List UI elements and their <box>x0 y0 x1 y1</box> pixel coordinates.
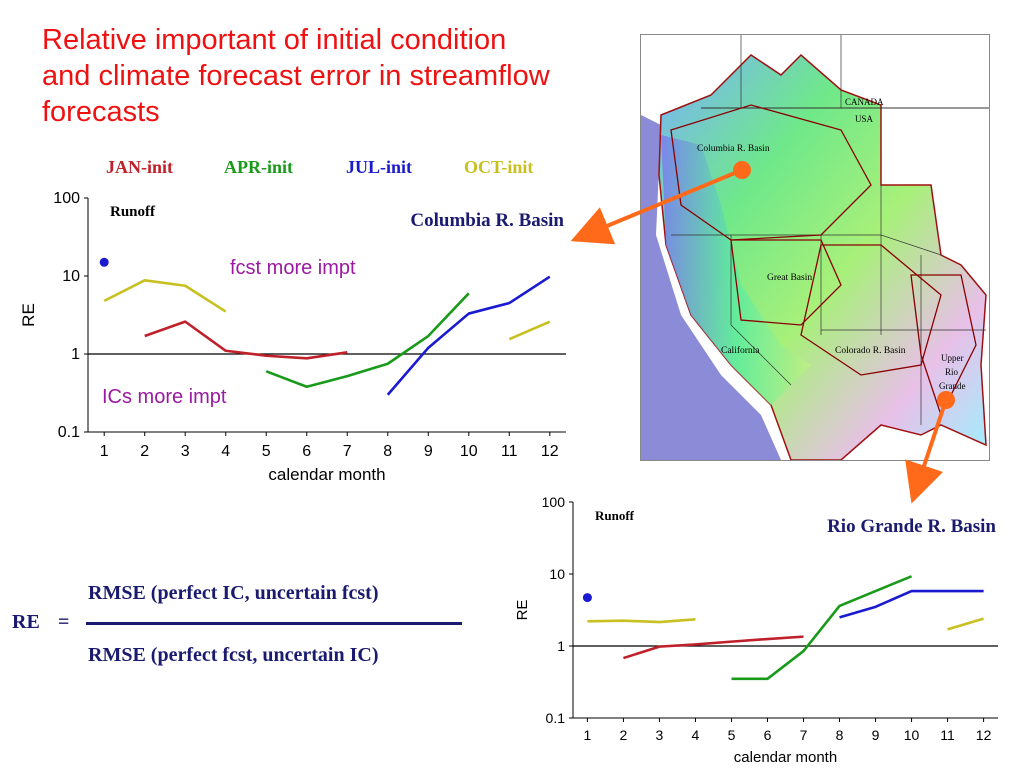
x-tick-label: 4 <box>692 727 700 743</box>
data-marker <box>99 257 109 267</box>
annotation-fcst-more-impt: fcst more impt <box>230 257 356 279</box>
y-tick-label: 100 <box>542 494 566 510</box>
western-us-map: CANADA USA Columbia R. Basin Great Basin… <box>640 34 990 461</box>
x-tick-label: 5 <box>728 727 736 743</box>
y-tick-label: 1 <box>71 346 80 363</box>
x-tick-label: 5 <box>262 443 271 460</box>
y-tick-label: 0.1 <box>546 710 566 726</box>
chart-title: Rio Grande R. Basin <box>827 516 996 537</box>
map-label-grande: Grande <box>939 381 966 391</box>
series-line-jul-init <box>386 275 551 396</box>
series-line-oct-init <box>947 617 984 631</box>
x-tick-label: 4 <box>221 443 230 460</box>
x-axis-label: calendar month <box>268 465 385 484</box>
y-tick-label: 10 <box>62 268 80 285</box>
map-label-canada: CANADA <box>845 97 884 107</box>
x-tick-label: 10 <box>460 443 478 460</box>
legend-oct-init: OCT-init <box>464 157 534 177</box>
y-axis-label: RE <box>514 600 531 621</box>
slide-title: Relative important of initial condition … <box>42 24 550 128</box>
map-label-great-basin: Great Basin <box>767 273 812 283</box>
legend: JAN-init APR-init JUL-init OCT-init <box>106 157 566 181</box>
formula-denominator: RMSE (perfect fcst, uncertain IC) <box>88 644 379 666</box>
legend-jan-init: JAN-init <box>106 157 173 177</box>
fraction-line <box>86 622 462 625</box>
x-tick-label: 10 <box>904 727 920 743</box>
ocean <box>641 115 781 460</box>
runoff-label: Runoff <box>110 204 156 220</box>
x-tick-label: 6 <box>764 727 772 743</box>
legend-apr-init: APR-init <box>224 157 293 177</box>
map-label-usa: USA <box>855 114 874 124</box>
x-tick-label: 3 <box>656 727 664 743</box>
x-tick-label: 11 <box>940 727 955 743</box>
x-tick-label: 6 <box>302 443 311 460</box>
x-axis-label: calendar month <box>734 749 837 766</box>
series-line-jan-init <box>623 635 804 660</box>
x-tick-label: 1 <box>584 727 592 743</box>
chart-title: Columbia R. Basin <box>410 210 564 231</box>
y-axis-label: RE <box>20 303 38 327</box>
y-tick-label: 1 <box>557 638 565 654</box>
x-tick-label: 12 <box>976 727 992 743</box>
series-line-oct-init <box>103 279 227 313</box>
x-tick-label: 7 <box>343 443 352 460</box>
map-svg: CANADA USA Columbia R. Basin Great Basin… <box>641 35 989 460</box>
y-tick-label: 10 <box>549 566 565 582</box>
map-label-california: California <box>721 345 760 356</box>
x-tick-label: 11 <box>501 443 518 460</box>
map-label-colorado: Colorado R. Basin <box>835 346 906 356</box>
legend-jul-init: JUL-init <box>346 157 413 177</box>
annotation-ics-more-impt: ICs more impt <box>102 386 227 408</box>
data-marker <box>582 593 592 603</box>
x-tick-label: 12 <box>541 443 559 460</box>
x-tick-label: 2 <box>620 727 628 743</box>
x-tick-label: 8 <box>383 443 392 460</box>
series-line-apr-init <box>731 575 913 681</box>
map-label-upper: Upper <box>941 353 964 363</box>
x-tick-label: 3 <box>181 443 190 460</box>
runoff-label: Runoff <box>595 508 635 523</box>
y-tick-label: 100 <box>53 190 80 207</box>
series-line-jan-init <box>144 320 348 360</box>
x-tick-label: 7 <box>800 727 808 743</box>
map-label-rio: Rio <box>945 367 959 377</box>
formula-lhs: RE <box>12 611 40 633</box>
formula-equals: = <box>58 611 70 633</box>
y-tick-label: 0.1 <box>58 424 80 441</box>
series-line-apr-init <box>265 292 470 389</box>
series-line-oct-init <box>508 320 551 341</box>
x-tick-label: 1 <box>100 443 109 460</box>
map-label-columbia: Columbia R. Basin <box>697 144 770 154</box>
series-line-jul-init <box>839 589 984 619</box>
series-line-oct-init <box>587 617 696 624</box>
x-tick-label: 9 <box>424 443 433 460</box>
x-tick-label: 8 <box>836 727 844 743</box>
x-tick-label: 2 <box>140 443 149 460</box>
x-tick-label: 9 <box>872 727 880 743</box>
formula-numerator: RMSE (perfect IC, uncertain fcst) <box>88 582 379 604</box>
